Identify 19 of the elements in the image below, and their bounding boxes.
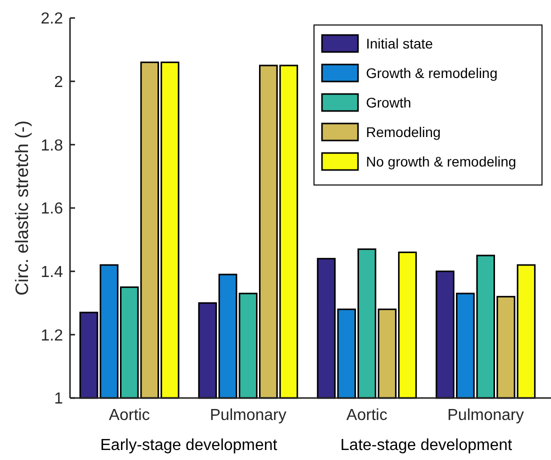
y-tick-label: 2.2 [40, 10, 64, 28]
y-tick-label: 1 [54, 390, 64, 408]
x-tick-label: Aortic [346, 407, 388, 424]
x-tick-label: Pulmonary [210, 407, 286, 424]
y-tick-label: 1.8 [40, 137, 64, 154]
x-tick-label: Aortic [108, 407, 150, 424]
y-tick-label: 2 [54, 74, 64, 91]
y-tick-label: 1.2 [40, 327, 64, 344]
legend-label: No growth & remodeling [366, 153, 516, 170]
y-axis-title: Circ. elastic stretch (-) [12, 120, 32, 296]
legend-label: Growth & remodeling [366, 64, 498, 81]
text: Late-stage development [340, 437, 513, 454]
x-tick-label: Pulmonary [447, 407, 524, 424]
legend-label: Remodeling [366, 124, 441, 140]
text: Early-stage development [100, 437, 278, 454]
y-tick-label: 1.4 [40, 264, 64, 281]
legend-label: Growth [366, 94, 412, 110]
legend-label: Initial state [366, 35, 434, 52]
y-tick-label: 1.6 [40, 200, 64, 218]
